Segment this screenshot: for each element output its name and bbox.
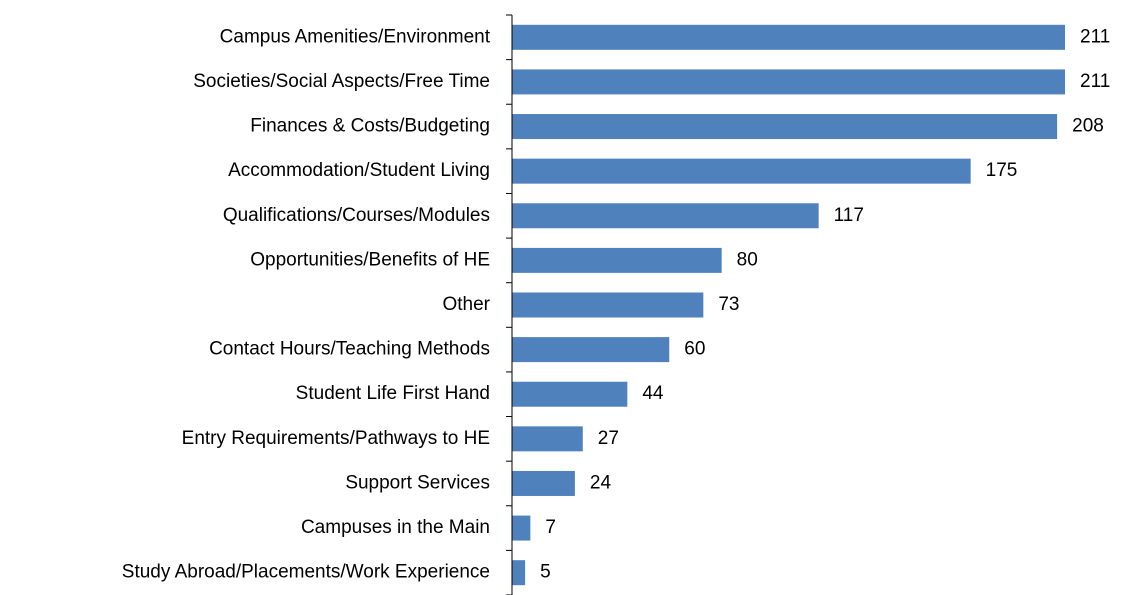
bar [512, 381, 628, 407]
bar [512, 426, 583, 452]
data-label: 60 [684, 339, 705, 360]
y-tick-label: Qualifications/Courses/Modules [223, 205, 490, 226]
y-tick-label: Entry Requirements/Pathways to HE [182, 428, 490, 449]
y-tick-label: Student Life First Hand [296, 383, 490, 404]
y-tick-label: Other [442, 294, 490, 315]
bar [512, 337, 670, 363]
bar [512, 470, 575, 496]
bar [512, 69, 1065, 95]
data-label: 208 [1072, 116, 1104, 137]
data-label: 27 [598, 428, 619, 449]
data-label: 211 [1080, 71, 1110, 92]
y-tick-label: Societies/Social Aspects/Free Time [193, 71, 490, 92]
y-tick-label: Opportunities/Benefits of HE [250, 249, 490, 270]
data-label: 73 [718, 294, 739, 315]
bar [512, 24, 1065, 50]
bar [512, 114, 1058, 140]
y-tick-label: Finances & Costs/Budgeting [250, 116, 490, 137]
data-label: 5 [540, 562, 551, 583]
bar [512, 203, 819, 229]
y-tick-label: Study Abroad/Placements/Work Experience [122, 562, 490, 583]
data-label: 7 [545, 517, 556, 538]
data-label: 80 [737, 249, 758, 270]
data-label: 117 [834, 205, 864, 226]
data-label: 211 [1080, 26, 1110, 47]
bar [512, 515, 531, 541]
data-label: 44 [642, 383, 664, 404]
y-tick-label: Accommodation/Student Living [228, 160, 490, 181]
data-label: 175 [986, 160, 1018, 181]
bar [512, 247, 722, 273]
y-tick-label: Campuses in the Main [301, 517, 490, 538]
y-tick-label: Support Services [345, 472, 490, 493]
bar [512, 560, 526, 586]
bar [512, 158, 971, 184]
data-label: 24 [590, 472, 612, 493]
bar [512, 292, 704, 318]
y-tick-label: Campus Amenities/Environment [220, 26, 491, 47]
y-tick-label: Contact Hours/Teaching Methods [209, 339, 490, 360]
